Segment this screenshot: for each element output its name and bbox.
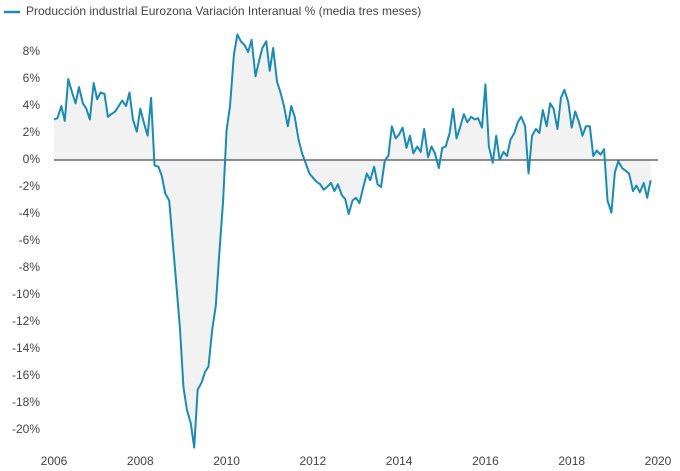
x-tick-label: 2006	[41, 454, 68, 468]
y-tick-label: -14%	[12, 341, 40, 355]
y-tick-label: -10%	[12, 287, 40, 301]
x-tick-label: 2010	[213, 454, 240, 468]
y-tick-label: -6%	[19, 233, 41, 247]
y-tick-label: -16%	[12, 368, 40, 382]
y-tick-label: -20%	[12, 422, 40, 436]
y-tick-label: 0%	[23, 152, 41, 166]
line	[53, 33, 652, 449]
legend-label: Producción industrial Eurozona Variación…	[26, 4, 421, 18]
y-tick-label: -4%	[19, 206, 41, 220]
x-tick-label: 2008	[127, 454, 154, 468]
x-tick-label: 2020	[645, 454, 672, 468]
y-tick-label: -2%	[19, 179, 41, 193]
area-fill	[54, 34, 651, 448]
x-tick-label: 2012	[300, 454, 327, 468]
y-tick-label: 4%	[23, 98, 41, 112]
y-tick-label: -8%	[19, 260, 41, 274]
y-tick-label: 6%	[23, 71, 41, 85]
y-tick-label: 2%	[23, 125, 41, 139]
y-tick-label: 8%	[23, 44, 41, 58]
x-tick-label: 2018	[558, 454, 585, 468]
x-tick-label: 2016	[472, 454, 499, 468]
y-tick-label: -12%	[12, 314, 40, 328]
y-tick-label: -18%	[12, 395, 40, 409]
x-tick-label: 2014	[386, 454, 413, 468]
